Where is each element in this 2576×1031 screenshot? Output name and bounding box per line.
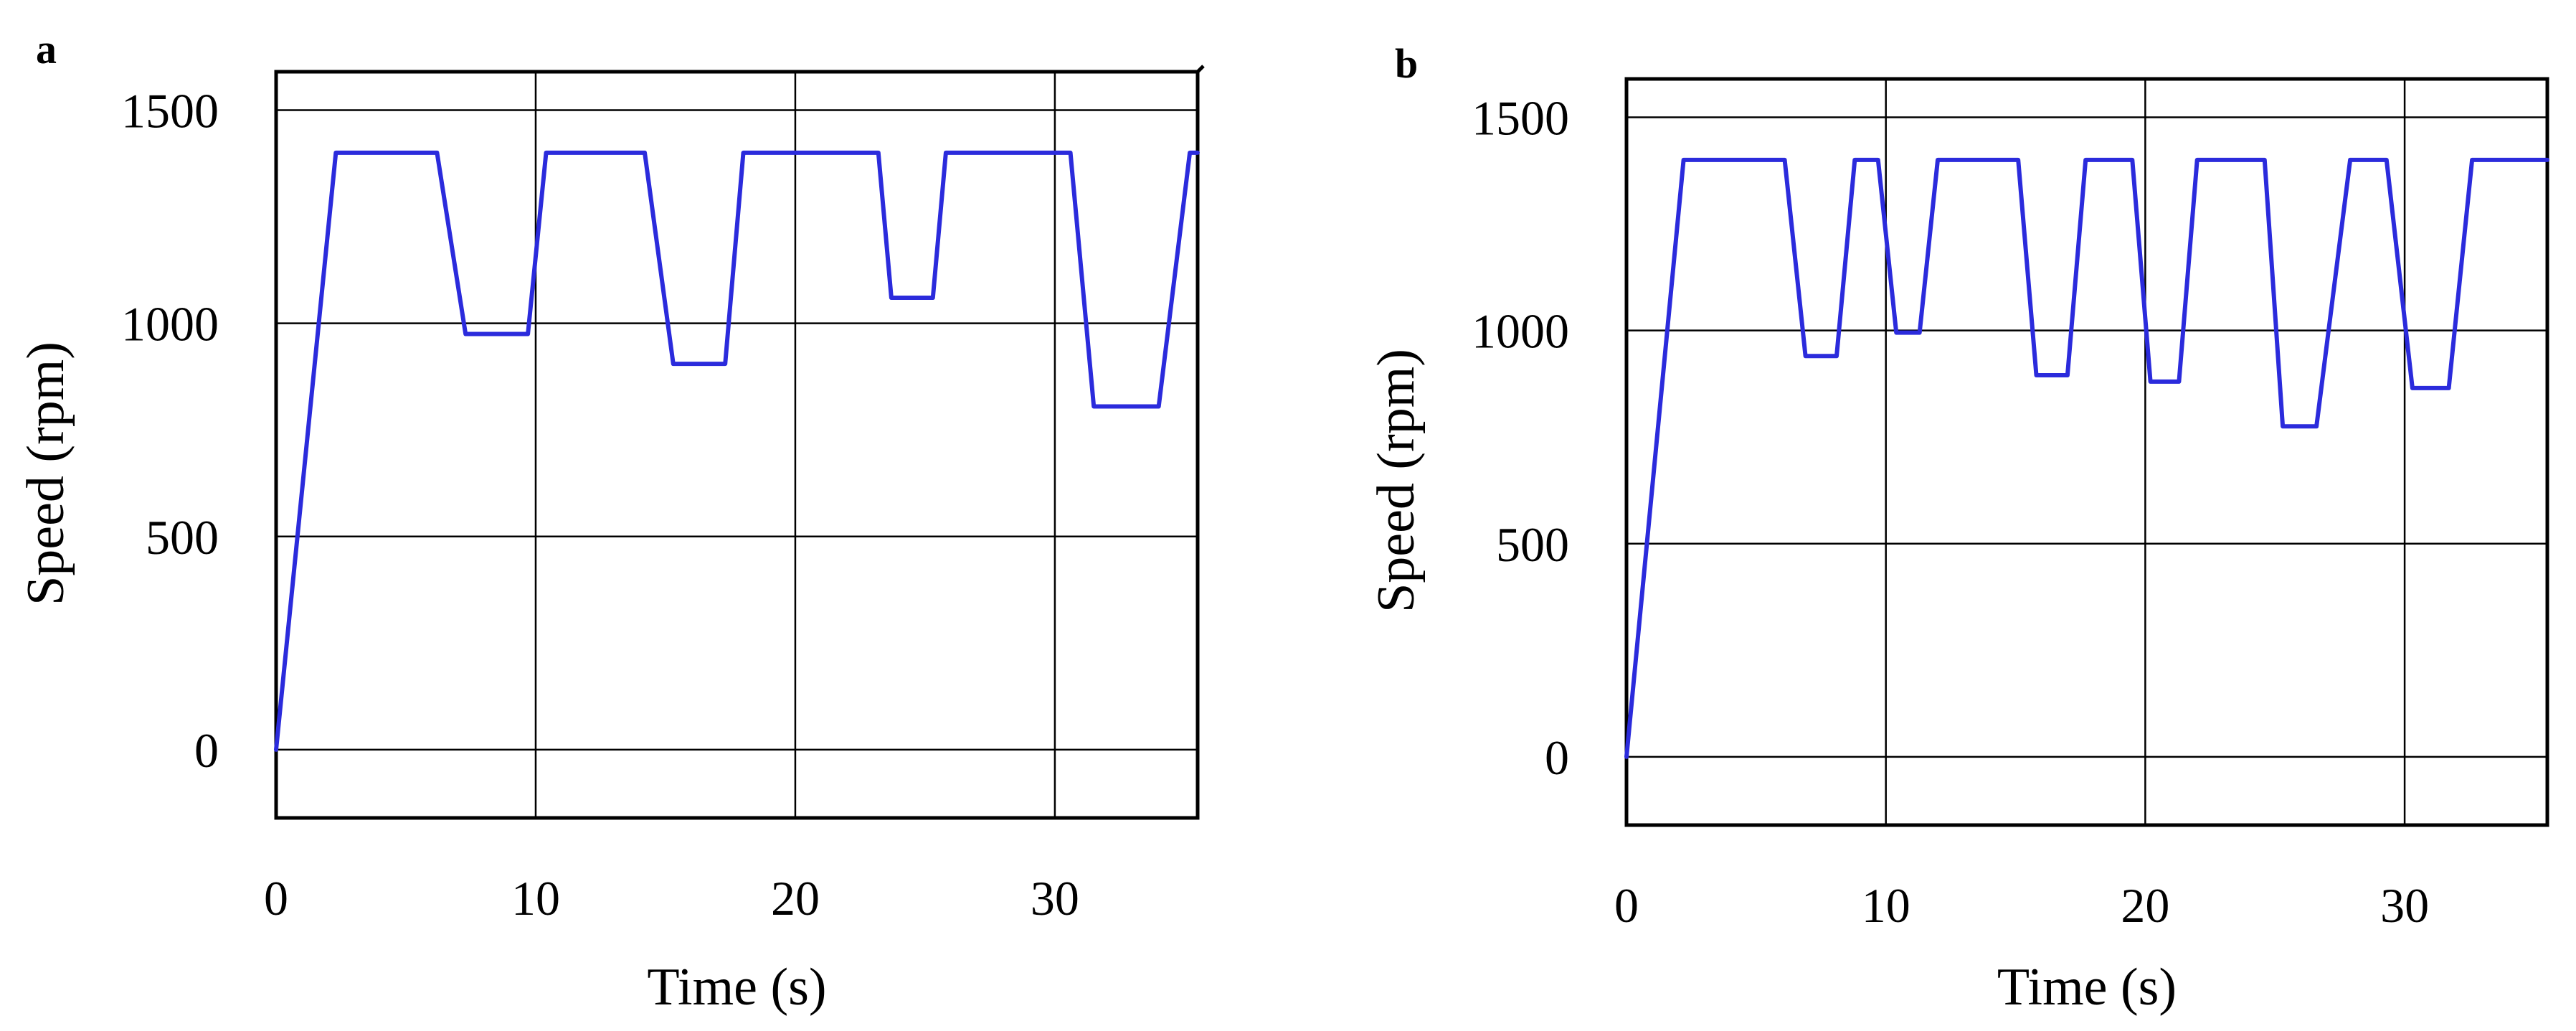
chart-panel-b: b 0 500 1000 1500 0 10 20 30 Time (s) Speed (rpm) <box>1367 40 2549 1017</box>
x-tick-label: 30 <box>2380 878 2429 933</box>
y-tick-label: 500 <box>1496 517 1569 572</box>
x-tick-label: 30 <box>1031 871 1079 926</box>
frame-corner-mark <box>1196 65 1205 73</box>
x-tick-label: 10 <box>511 871 560 926</box>
y-tick-label: 0 <box>1545 730 1569 785</box>
y-tick-label: 1500 <box>1472 90 1569 145</box>
x-axis-label: Time (s) <box>1997 958 2177 1017</box>
x-axis-label: Time (s) <box>647 958 826 1017</box>
x-tick-label: 20 <box>771 871 820 926</box>
x-tick-label: 0 <box>264 871 288 926</box>
y-tick-label: 1000 <box>1472 304 1569 359</box>
x-tick-label: 10 <box>1862 878 1910 933</box>
chart-panel-a: a 0 500 1000 1500 0 10 20 30 Time (s) Speed (rpm) <box>16 26 1205 1017</box>
y-tick-label: 1000 <box>121 297 219 352</box>
y-tick-label: 0 <box>194 723 219 778</box>
x-tick-label: 0 <box>1614 878 1639 933</box>
y-tick-label: 500 <box>146 510 219 565</box>
y-axis-label: Speed (rpm) <box>1367 349 1426 613</box>
plot-frame <box>274 70 1200 820</box>
y-tick-label: 1500 <box>121 83 219 138</box>
panel-letter: b <box>1395 40 1418 87</box>
speed-series-line <box>274 150 1200 752</box>
x-tick-label: 20 <box>2121 878 2169 933</box>
panel-letter: a <box>36 26 57 72</box>
y-axis-label: Speed (rpm) <box>16 342 75 606</box>
plot-frame <box>1624 77 2549 827</box>
speed-series-line <box>1624 157 2549 759</box>
